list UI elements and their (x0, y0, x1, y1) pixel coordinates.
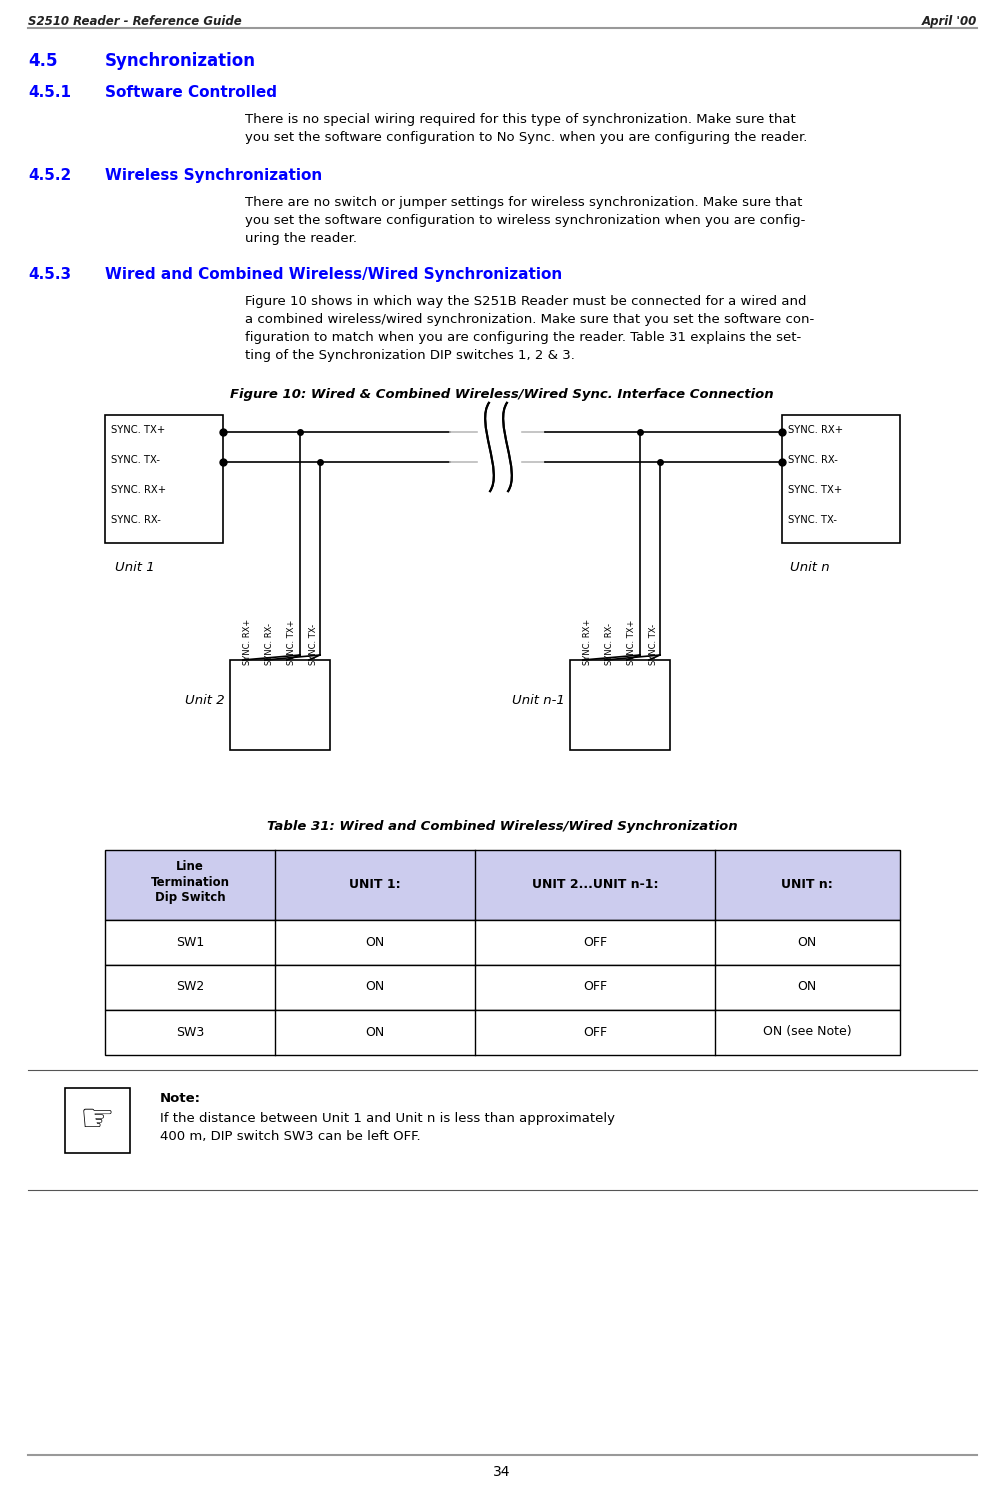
Text: Synchronization: Synchronization (105, 52, 256, 70)
Text: uring the reader.: uring the reader. (245, 231, 357, 245)
Text: Wired and Combined Wireless/Wired Synchronization: Wired and Combined Wireless/Wired Synchr… (105, 267, 562, 282)
Text: SYNC. RX-: SYNC. RX- (788, 455, 838, 466)
Text: SYNC. TX+: SYNC. TX+ (111, 425, 165, 436)
Text: you set the software configuration to No Sync. when you are configuring the read: you set the software configuration to No… (245, 131, 807, 145)
Text: Line: Line (176, 861, 204, 873)
Text: OFF: OFF (583, 980, 607, 994)
Bar (782, 415, 900, 543)
Text: SYNC. TX-: SYNC. TX- (649, 624, 658, 665)
Text: ☞: ☞ (79, 1101, 115, 1138)
Text: SYNC. TX-: SYNC. TX- (788, 515, 837, 525)
Text: 4.5.1: 4.5.1 (28, 85, 71, 100)
Text: UNIT 2...UNIT n-1:: UNIT 2...UNIT n-1: (532, 879, 658, 892)
Text: SW3: SW3 (176, 1025, 204, 1038)
Text: Figure 10: Wired & Combined Wireless/Wired Sync. Interface Connection: Figure 10: Wired & Combined Wireless/Wir… (230, 388, 774, 401)
Text: ON (see Note): ON (see Note) (763, 1025, 851, 1038)
Text: Unit 1: Unit 1 (115, 561, 155, 574)
Text: SYNC. RX-: SYNC. RX- (265, 624, 274, 665)
Text: OFF: OFF (583, 935, 607, 949)
Text: Termination: Termination (151, 876, 229, 889)
Text: April '00: April '00 (922, 15, 977, 28)
Text: figuration to match when you are configuring the reader. Table 31 explains the s: figuration to match when you are configu… (245, 331, 801, 345)
Text: SYNC. TX+: SYNC. TX+ (788, 485, 842, 495)
Text: Software Controlled: Software Controlled (105, 85, 277, 100)
Text: There are no switch or jumper settings for wireless synchronization. Make sure t: There are no switch or jumper settings f… (245, 195, 802, 209)
Text: ON: ON (366, 1025, 385, 1038)
Text: Unit n-1: Unit n-1 (513, 694, 565, 707)
Text: ON: ON (366, 980, 385, 994)
Text: UNIT 1:: UNIT 1: (349, 879, 401, 892)
Text: Dip Switch: Dip Switch (155, 891, 225, 904)
Text: UNIT n:: UNIT n: (781, 879, 833, 892)
Text: 34: 34 (493, 1465, 511, 1479)
Bar (570, 659, 670, 750)
Text: If the distance between Unit 1 and Unit n is less than approximately: If the distance between Unit 1 and Unit … (160, 1112, 615, 1125)
Text: ON: ON (366, 935, 385, 949)
Text: a combined wireless/wired synchronization. Make sure that you set the software c: a combined wireless/wired synchronizatio… (245, 313, 814, 325)
Text: SYNC. TX-: SYNC. TX- (309, 624, 318, 665)
Text: you set the software configuration to wireless synchronization when you are conf: you set the software configuration to wi… (245, 213, 805, 227)
Text: SYNC. RX+: SYNC. RX+ (583, 619, 592, 665)
Bar (105, 415, 223, 543)
Text: ting of the Synchronization DIP switches 1, 2 & 3.: ting of the Synchronization DIP switches… (245, 349, 575, 363)
Text: ON: ON (797, 935, 817, 949)
Text: 4.5: 4.5 (28, 52, 57, 70)
Bar (65, 1088, 130, 1153)
Text: 4.5.3: 4.5.3 (28, 267, 71, 282)
Text: S2510 Reader - Reference Guide: S2510 Reader - Reference Guide (28, 15, 242, 28)
Bar (105, 850, 900, 921)
Text: SYNC. RX+: SYNC. RX+ (243, 619, 252, 665)
Text: SW2: SW2 (176, 980, 204, 994)
Text: SYNC. TX+: SYNC. TX+ (287, 619, 296, 665)
Text: SYNC. RX+: SYNC. RX+ (111, 485, 166, 495)
Text: SW1: SW1 (176, 935, 204, 949)
Text: Note:: Note: (160, 1092, 201, 1106)
Polygon shape (495, 404, 520, 489)
Text: SYNC. TX-: SYNC. TX- (111, 455, 160, 466)
Text: Unit n: Unit n (790, 561, 829, 574)
Polygon shape (477, 404, 501, 489)
Text: Unit 2: Unit 2 (185, 694, 225, 707)
Text: SYNC. TX+: SYNC. TX+ (627, 619, 636, 665)
Bar (105, 1010, 900, 1055)
Text: 4.5.2: 4.5.2 (28, 169, 71, 184)
Bar (230, 659, 330, 750)
Text: ON: ON (797, 980, 817, 994)
Bar (105, 965, 900, 1010)
Text: SYNC. RX-: SYNC. RX- (605, 624, 614, 665)
Text: Figure 10 shows in which way the S251B Reader must be connected for a wired and: Figure 10 shows in which way the S251B R… (245, 295, 806, 307)
Bar (105, 921, 900, 965)
Text: Table 31: Wired and Combined Wireless/Wired Synchronization: Table 31: Wired and Combined Wireless/Wi… (266, 821, 738, 833)
Text: SYNC. RX-: SYNC. RX- (111, 515, 161, 525)
Text: Wireless Synchronization: Wireless Synchronization (105, 169, 323, 184)
Text: 400 m, DIP switch SW3 can be left OFF.: 400 m, DIP switch SW3 can be left OFF. (160, 1129, 421, 1143)
Text: OFF: OFF (583, 1025, 607, 1038)
Text: SYNC. RX+: SYNC. RX+ (788, 425, 843, 436)
Text: There is no special wiring required for this type of synchronization. Make sure : There is no special wiring required for … (245, 113, 796, 125)
